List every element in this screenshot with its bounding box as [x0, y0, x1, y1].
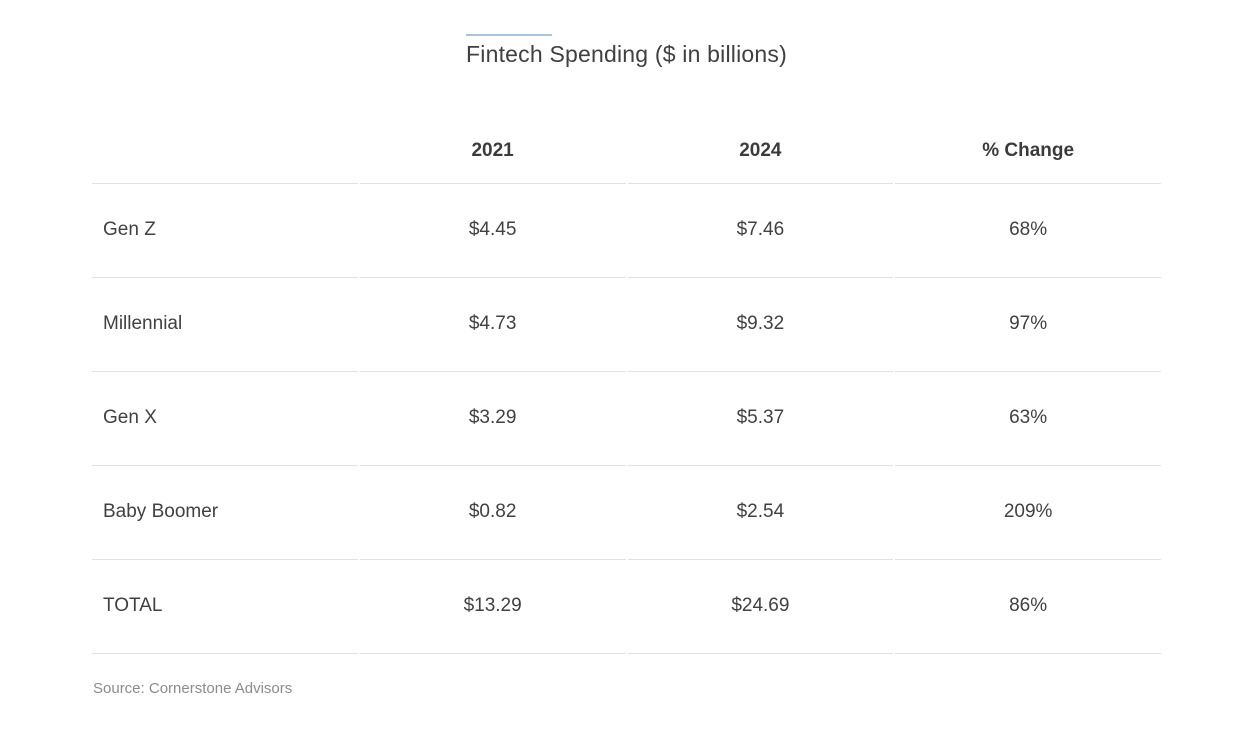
- row-label: Gen X: [92, 372, 358, 466]
- column-header-pct-change: % Change: [895, 119, 1161, 184]
- table-header-row: 2021 2024 % Change: [92, 119, 1161, 184]
- cell-pct-change: 68%: [895, 184, 1161, 278]
- row-label: TOTAL: [92, 560, 358, 654]
- source-note: Source: Cornerstone Advisors: [93, 679, 293, 697]
- row-label: Gen Z: [92, 184, 358, 278]
- column-header-blank: [92, 119, 358, 184]
- fintech-spending-table: 2021 2024 % Change Gen Z $4.45 $7.46 68%…: [90, 119, 1163, 654]
- column-header-2024: 2024: [627, 119, 894, 184]
- chart-title-wrap: Fintech Spending ($ in billions): [466, 34, 787, 69]
- chart-title: Fintech Spending ($ in billions): [466, 41, 787, 67]
- table-row-millennial: Millennial $4.73 $9.32 97%: [92, 278, 1161, 372]
- cell-pct-change: 86%: [895, 560, 1161, 654]
- cell-2021: $4.73: [359, 278, 626, 372]
- fintech-spending-page: Fintech Spending ($ in billions) 2021 20…: [90, 0, 1163, 697]
- cell-pct-change: 209%: [895, 466, 1161, 560]
- cell-2024: $7.46: [627, 184, 894, 278]
- cell-2021: $4.45: [359, 184, 626, 278]
- cell-2024: $24.69: [627, 560, 894, 654]
- cell-2021: $0.82: [359, 466, 626, 560]
- chart-header: Fintech Spending ($ in billions): [90, 34, 1163, 69]
- column-header-2021: 2021: [359, 119, 626, 184]
- table-row-gen-x: Gen X $3.29 $5.37 63%: [92, 372, 1161, 466]
- row-label: Baby Boomer: [92, 466, 358, 560]
- cell-2021: $3.29: [359, 372, 626, 466]
- cell-2024: $2.54: [627, 466, 894, 560]
- table-row-total: TOTAL $13.29 $24.69 86%: [92, 560, 1161, 654]
- row-label: Millennial: [92, 278, 358, 372]
- cell-pct-change: 63%: [895, 372, 1161, 466]
- title-accent-rule: [466, 34, 553, 36]
- cell-pct-change: 97%: [895, 278, 1161, 372]
- cell-2024: $5.37: [627, 372, 894, 466]
- cell-2024: $9.32: [627, 278, 894, 372]
- table-row-gen-z: Gen Z $4.45 $7.46 68%: [92, 184, 1161, 278]
- table-row-baby-boomer: Baby Boomer $0.82 $2.54 209%: [92, 466, 1161, 560]
- cell-2021: $13.29: [359, 560, 626, 654]
